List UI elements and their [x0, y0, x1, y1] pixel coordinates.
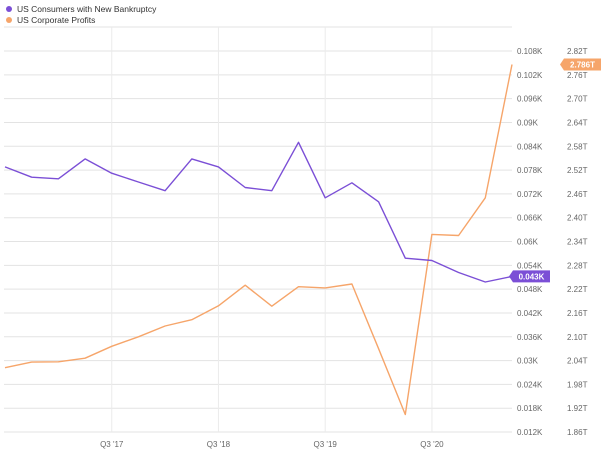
- y-right-tick-label: 2.64T: [567, 118, 588, 127]
- y-left-tick-label: 0.06K: [517, 238, 539, 247]
- last-value-badge-bankruptcy-text: 0.043K: [519, 272, 545, 281]
- y-left-tick-label: 0.054K: [517, 261, 543, 270]
- y-right-tick-label: 2.16T: [567, 309, 588, 318]
- chart-legend: US Consumers with New Bankruptcy US Corp…: [6, 3, 156, 25]
- y-left-tick-label: 0.03K: [517, 357, 539, 366]
- legend-item-bankruptcy[interactable]: US Consumers with New Bankruptcy: [6, 3, 156, 14]
- y-right-tick-label: 2.58T: [567, 142, 588, 151]
- x-tick-label: Q3 '17: [100, 440, 124, 449]
- y-left-tick-label: 0.048K: [517, 285, 543, 294]
- y-left-tick-label: 0.066K: [517, 214, 543, 223]
- last-value-badge-profits: [560, 58, 601, 71]
- y-left-tick-label: 0.084K: [517, 142, 543, 151]
- y-left-tick-label: 0.024K: [517, 380, 543, 389]
- last-value-badge-bankruptcy: [509, 270, 550, 283]
- y-right-tick-label: 2.22T: [567, 285, 588, 294]
- y-left-tick-label: 0.096K: [517, 95, 543, 104]
- y-right-tick-label: 2.10T: [567, 333, 588, 342]
- y-right-tick-label: 2.40T: [567, 214, 588, 223]
- y-left-tick-label: 0.042K: [517, 309, 543, 318]
- y-left-tick-label: 0.108K: [517, 47, 543, 56]
- y-right-tick-label: 2.46T: [567, 190, 588, 199]
- x-tick-label: Q3 '20: [420, 440, 444, 449]
- y-left-tick-label: 0.036K: [517, 333, 543, 342]
- y-left-tick-label: 0.102K: [517, 71, 543, 80]
- y-right-tick-label: 2.70T: [567, 95, 588, 104]
- series-line-bankruptcy[interactable]: [4, 141, 513, 283]
- y-right-tick-label: 2.82T: [567, 47, 588, 56]
- y-left-tick-label: 0.09K: [517, 118, 539, 127]
- y-right-tick-label: 1.86T: [567, 428, 588, 437]
- y-right-tick-label: 2.04T: [567, 357, 588, 366]
- y-left-tick-label: 0.072K: [517, 190, 543, 199]
- legend-label-profits: US Corporate Profits: [17, 14, 96, 25]
- y-right-tick-label: 2.76T: [567, 71, 588, 80]
- x-tick-label: Q3 '18: [207, 440, 231, 449]
- y-right-tick-label: 1.98T: [567, 380, 588, 389]
- y-left-tick-label: 0.078K: [517, 166, 543, 175]
- legend-dot-bankruptcy: [6, 5, 12, 12]
- legend-dot-profits: [6, 16, 12, 23]
- series-line-profits[interactable]: [4, 64, 513, 416]
- y-left-tick-label: 0.018K: [517, 404, 543, 413]
- y-right-tick-label: 1.92T: [567, 404, 588, 413]
- y-left-tick-label: 0.012K: [517, 428, 543, 437]
- x-tick-label: Q3 '19: [314, 440, 338, 449]
- y-right-tick-label: 2.34T: [567, 238, 588, 247]
- legend-label-bankruptcy: US Consumers with New Bankruptcy: [17, 3, 157, 14]
- last-value-badge-profits-text: 2.786T: [570, 60, 595, 69]
- y-right-tick-label: 2.28T: [567, 261, 588, 270]
- legend-item-profits[interactable]: US Corporate Profits: [6, 14, 156, 25]
- y-right-tick-label: 2.52T: [567, 166, 588, 175]
